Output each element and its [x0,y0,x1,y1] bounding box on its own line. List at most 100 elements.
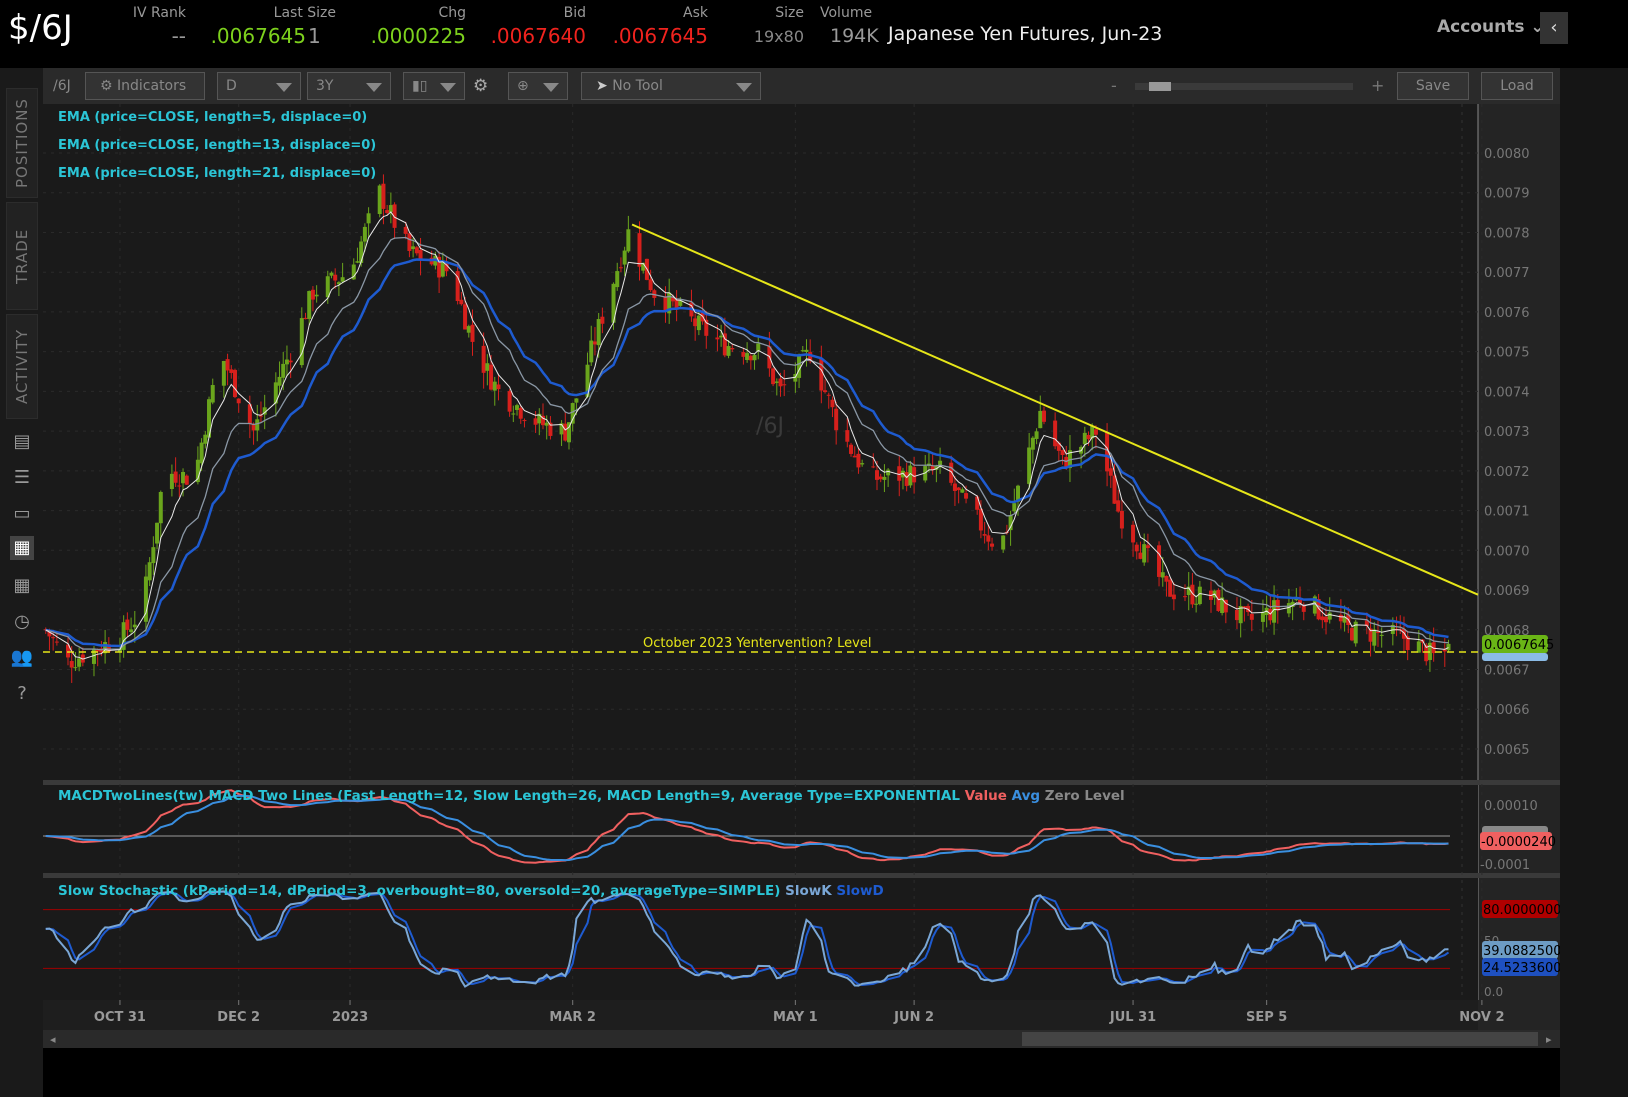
candle [1401,628,1406,639]
clock-icon[interactable]: ◷ [14,611,30,632]
candle [1379,634,1384,636]
candle [273,382,278,404]
candle [696,315,701,331]
candle [1183,596,1188,598]
list-icon[interactable]: ☰ [13,467,31,488]
price-tick: 0.0080 [1484,147,1530,162]
candle [1234,609,1239,621]
gear-icon[interactable]: ⚙ [473,76,489,96]
candle [533,418,538,425]
drawing-style-select[interactable]: ⊕ [508,72,568,100]
load-button[interactable]: Load [1481,72,1553,100]
candle [207,399,212,438]
chart-toolbar: /6J ⚙ Indicators D 3Y ▮▯ ⚙ ⊕ ➤ No Tool -… [43,68,1560,104]
candle [518,407,523,419]
candle [990,543,995,547]
candle [210,385,215,403]
symbol[interactable]: $/6J [8,8,73,48]
chart-symbol[interactable]: /6J [53,78,71,94]
candle [489,364,494,390]
zoom-slider-thumb[interactable] [1149,82,1171,91]
zoom-out-button[interactable]: - [1111,76,1117,95]
candle [819,358,824,391]
indicators-button[interactable]: ⚙ Indicators [85,72,205,100]
bid-value: .0067640 [490,24,586,48]
tv-icon[interactable]: ▭ [13,503,31,524]
collapse-button[interactable]: ‹ [1540,12,1568,44]
candle [964,493,969,499]
macd-legend[interactable]: MACDTwoLines(tw) MACD Two Lines (Fast Le… [58,788,1125,804]
help-icon[interactable]: ? [17,683,27,704]
macd-zero-legend: Zero Level [1045,788,1125,804]
candle [1053,420,1058,447]
panel-divider[interactable] [43,873,1560,878]
chart-style-select[interactable]: ▮▯ [403,72,465,100]
date-label: MAR 2 [549,1010,596,1025]
candle [392,204,397,228]
zoom-slider[interactable] [1135,82,1353,91]
candle [1041,410,1046,422]
slowd-badge: 24.5233600 [1483,961,1560,976]
candle [336,282,341,285]
candle [1249,613,1254,620]
stoch-title: Slow Stochastic (kPeriod=14, dPeriod=3, … [58,883,780,899]
date-label: JUN 2 [893,1010,934,1025]
candle [251,424,256,431]
scroll-right-icon[interactable]: ▸ [1546,1033,1552,1046]
ob-badge-bg [1482,900,1558,918]
ema21-label[interactable]: EMA (price=CLOSE, length=21, displace=0) [58,166,376,181]
candle [745,353,750,360]
chart-canvas[interactable]: ◂ ▸ /6J 0.0080 0.0079 0.0078 0.0077 0.0076 0.… [0,0,1560,1097]
candle [856,453,861,468]
ema5-label[interactable]: EMA (price=CLOSE, length=5, displace=0) [58,110,367,125]
candle [845,430,850,442]
candle [541,415,546,426]
candle [808,352,813,362]
candle [882,476,887,480]
candle [778,378,783,387]
zoom-in-button[interactable]: + [1371,76,1385,95]
candle [351,264,356,280]
volume-label: Volume [820,5,873,21]
candle [1220,597,1225,613]
candle [229,369,234,373]
candle [1034,431,1039,439]
tool-select[interactable]: ➤ No Tool [581,72,761,100]
candle [129,629,134,632]
chart-icon[interactable]: ▦ [10,536,34,560]
candle [463,304,468,330]
candle [288,360,293,363]
candle [793,373,798,382]
aggregation-select[interactable]: D [217,72,301,100]
candle [826,394,831,396]
community-icon[interactable]: 👥 [10,647,34,668]
news-icon[interactable]: ▤ [13,431,31,452]
candle [1134,544,1139,552]
candle [403,226,408,234]
candle [1368,628,1373,642]
candle [1286,603,1291,614]
panel-divider[interactable] [43,780,1560,785]
candle [693,318,698,327]
candle [730,348,735,350]
scroll-left-icon[interactable]: ◂ [50,1033,56,1046]
candle [823,390,828,393]
ema13-label[interactable]: EMA (price=CLOSE, length=13, displace=0) [58,138,376,153]
candle [860,463,865,465]
save-button[interactable]: Save [1397,72,1469,100]
candle [325,276,330,298]
chg-label: Chg [438,5,466,21]
candle [54,641,59,643]
candle [756,343,761,352]
candle [589,340,594,363]
timeframe-select[interactable]: 3Y [307,72,391,100]
ask-value: .0067645 [612,24,708,48]
candle [804,349,809,352]
stoch-legend[interactable]: Slow Stochastic (kPeriod=14, dPeriod=3, … [58,883,884,899]
grid-icon[interactable]: ▦ [13,575,31,596]
slowk-legend: SlowK [785,883,832,899]
scrollbar-thumb[interactable] [1022,1032,1538,1046]
candle [121,622,126,650]
candle [262,407,267,415]
candle [878,476,883,480]
